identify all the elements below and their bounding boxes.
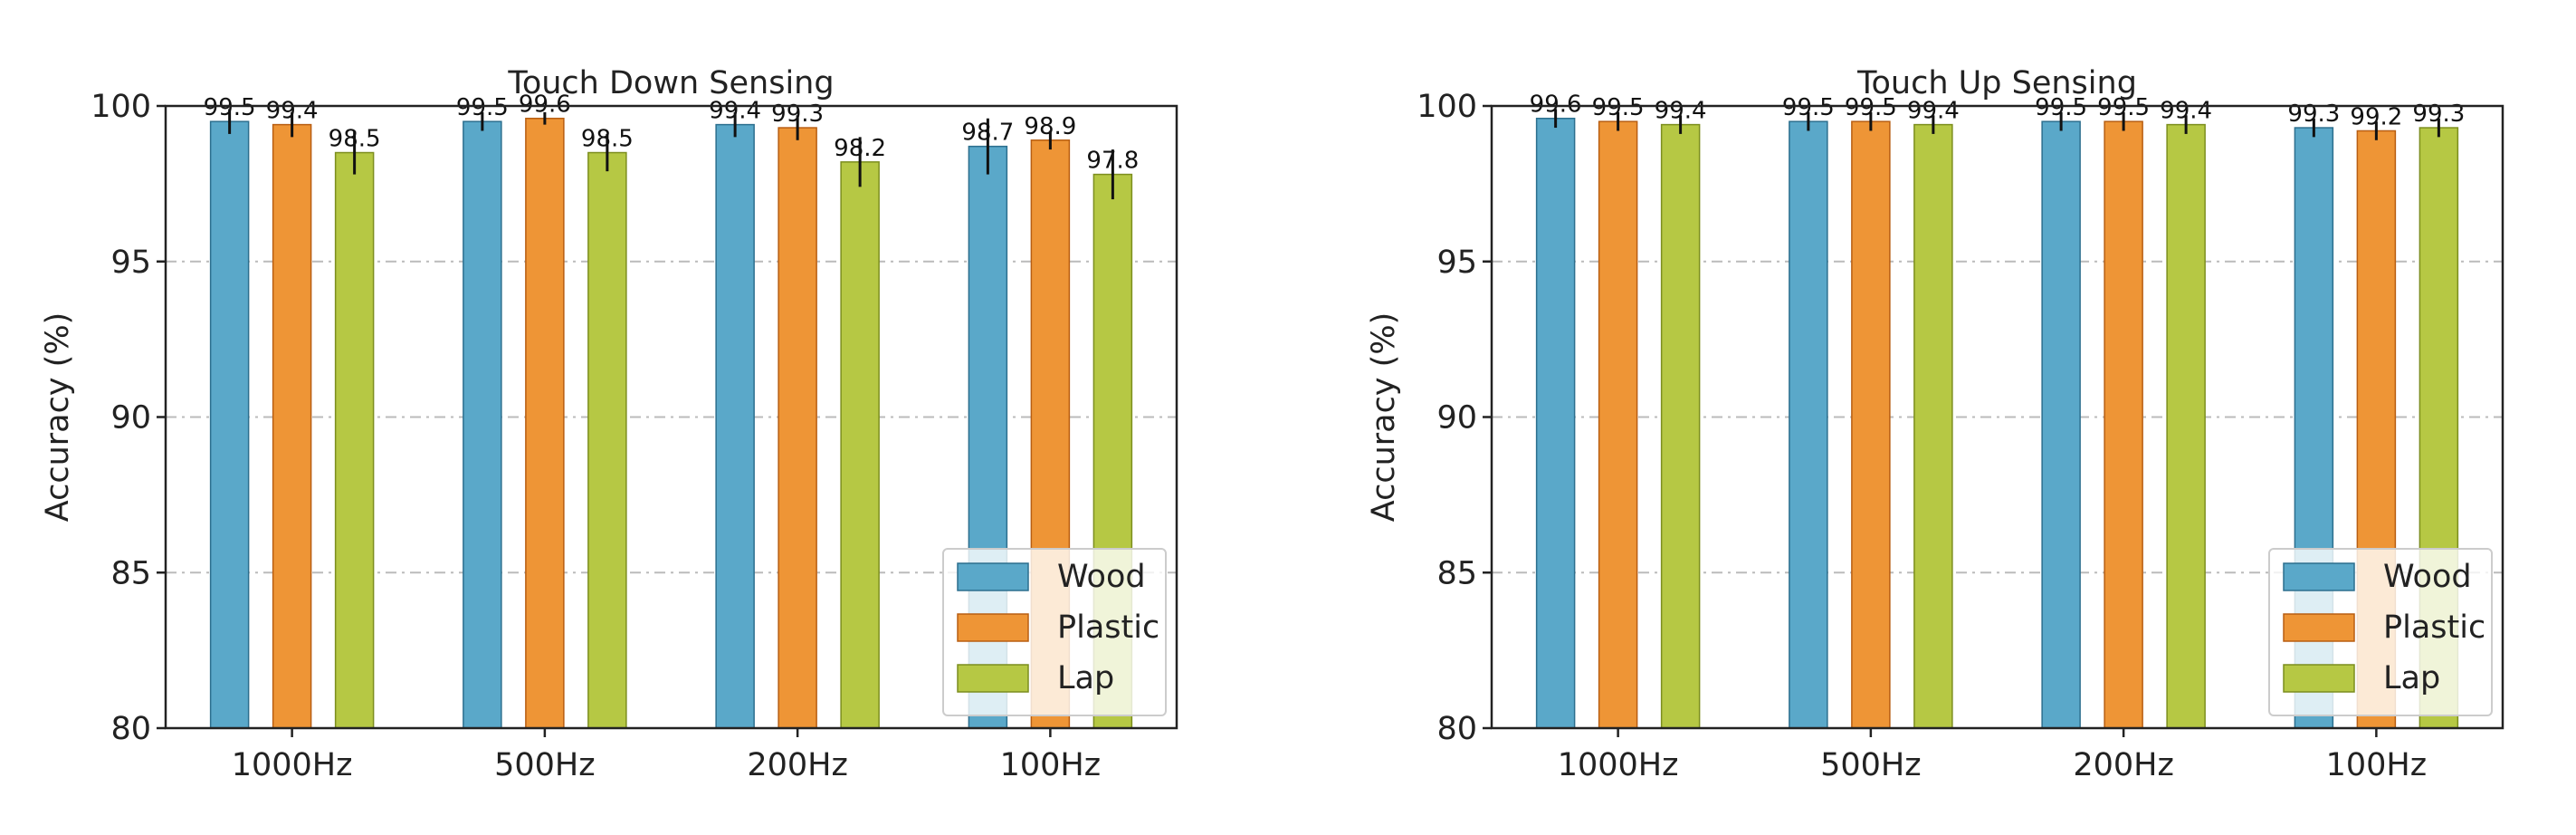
y-tick-label: 80 <box>110 711 151 747</box>
bar <box>840 161 880 729</box>
bar <box>587 151 627 729</box>
y-tick-label: 95 <box>110 245 151 281</box>
x-tick-label: 1000Hz <box>232 747 353 783</box>
bar-value-label: 99.6 <box>519 91 571 119</box>
y-tick-label: 95 <box>1436 245 1477 281</box>
bar-value-label: 99.5 <box>1845 94 1897 121</box>
bar <box>1913 123 1953 729</box>
bar <box>525 117 565 729</box>
y-tick-label: 100 <box>1417 89 1477 125</box>
x-tick-label: 200Hz <box>2073 747 2174 783</box>
y-tick-label: 80 <box>1436 711 1477 747</box>
chart-touch-down: 99.5 99.5 99.4 98.7 99.4 99.6 99.3 98.9 98.5 98.5… <box>40 65 1178 783</box>
bar-value-label: 99.5 <box>456 94 509 121</box>
bar-value-label: 99.5 <box>2097 94 2150 121</box>
bar-value-label: 97.8 <box>1086 148 1139 175</box>
legend-label: Lap <box>2383 660 2440 696</box>
y-tick-label: 85 <box>110 555 151 591</box>
legend-label: Wood <box>2383 559 2472 595</box>
x-tick-label: 1000Hz <box>1558 747 1679 783</box>
bar <box>1851 120 1891 729</box>
bar-value-label: 99.5 <box>1592 94 1645 121</box>
bar <box>715 123 755 729</box>
bar-value-label: 99.3 <box>2412 101 2465 128</box>
chart-title: Touch Up Sensing <box>1856 65 2137 101</box>
bar-value-label: 99.4 <box>2160 98 2212 125</box>
chart-title: Touch Down Sensing <box>507 65 834 101</box>
bar <box>209 120 250 729</box>
bar-value-label: 99.3 <box>771 101 824 128</box>
x-tick-label: 100Hz <box>1000 747 1102 783</box>
legend-swatch-lap <box>957 664 1029 693</box>
bar <box>463 120 502 729</box>
bar-value-label: 98.5 <box>329 126 381 153</box>
x-tick-label: 200Hz <box>747 747 848 783</box>
bar <box>1598 120 1638 729</box>
y-tick-label: 90 <box>1436 400 1477 437</box>
bar <box>2041 120 2081 729</box>
y-tick-label: 90 <box>110 400 151 437</box>
bar-value-label: 99.5 <box>204 94 256 121</box>
legend-swatch-plastic <box>957 613 1029 642</box>
legend-swatch-wood <box>2283 562 2355 591</box>
x-tick-label: 500Hz <box>1820 747 1922 783</box>
legend-swatch-lap <box>2283 664 2355 693</box>
bar-value-label: 99.6 <box>1530 91 1582 119</box>
bar-value-label: 99.5 <box>1782 94 1835 121</box>
x-tick-label: 100Hz <box>2326 747 2428 783</box>
bar <box>2104 120 2143 729</box>
bar-value-label: 98.9 <box>1024 113 1076 140</box>
y-tick-label: 85 <box>1436 555 1477 591</box>
bar-value-label: 99.4 <box>1907 98 1960 125</box>
bar-value-label: 99.4 <box>709 98 761 125</box>
bar <box>272 123 312 729</box>
bar <box>1535 117 1576 729</box>
bar-value-label: 99.4 <box>266 98 319 125</box>
chart-touch-up: 99.6 99.5 99.5 99.3 99.5 99.5 99.5 99.2 99.4 99.4… <box>1366 65 2504 783</box>
x-tick-label: 500Hz <box>494 747 596 783</box>
bar <box>1660 123 1701 729</box>
bar-value-label: 99.5 <box>2035 94 2087 121</box>
y-tick-label: 100 <box>91 89 151 125</box>
bar-value-label: 99.4 <box>1655 98 1707 125</box>
bar <box>778 127 817 729</box>
legend-swatch-wood <box>957 562 1029 591</box>
legend-label: Lap <box>1057 660 1114 696</box>
legend-label: Plastic <box>2383 609 2485 646</box>
bar-value-label: 98.5 <box>581 126 634 153</box>
legend-label: Plastic <box>1057 609 1159 646</box>
bar-value-label: 98.7 <box>961 120 1014 147</box>
bar <box>1789 120 1828 729</box>
y-axis-label: Accuracy (%) <box>40 312 76 522</box>
bar <box>2166 123 2206 729</box>
y-axis-label: Accuracy (%) <box>1366 312 1402 522</box>
legend-swatch-plastic <box>2283 613 2355 642</box>
bar-value-label: 98.2 <box>834 135 886 162</box>
legend-label: Wood <box>1057 559 1146 595</box>
bar-value-label: 99.3 <box>2287 101 2340 128</box>
bar <box>334 151 375 729</box>
bar-value-label: 99.2 <box>2350 103 2402 130</box>
